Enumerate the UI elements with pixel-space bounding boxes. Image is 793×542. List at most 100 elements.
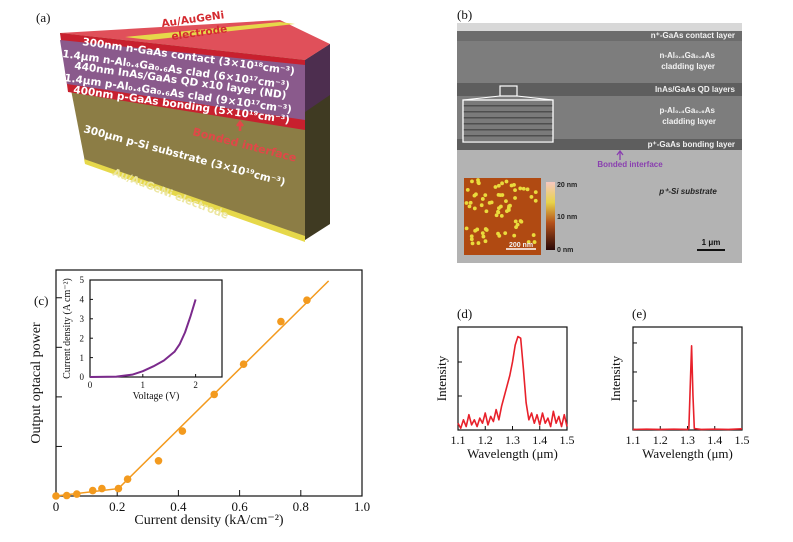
afm-dot	[504, 179, 509, 184]
y-axis-label: Output optacal power	[29, 322, 44, 444]
y-tick-label: 5	[80, 275, 85, 285]
tem-scale-bar-label: 1 μm	[702, 238, 721, 247]
data-point	[154, 457, 163, 465]
afm-dot	[499, 213, 504, 218]
plot-frame	[457, 326, 568, 431]
tem-label-n-clad-2: cladding layer	[661, 62, 715, 71]
tem-label-qd: InAs/GaAs QD layers	[655, 85, 736, 94]
tem-bonded-interface-label: Bonded interface	[597, 160, 663, 169]
afm-dot	[531, 233, 536, 237]
afm-dot	[526, 240, 531, 244]
afm-colorbar	[546, 182, 555, 250]
x-tick-label: 1.3	[505, 433, 520, 447]
afm-dot	[472, 206, 477, 211]
afm-dot	[513, 196, 517, 200]
afm-dot	[515, 222, 520, 227]
series-line	[632, 345, 743, 431]
plot-frame	[632, 326, 743, 431]
tem-qd-band	[457, 83, 742, 96]
afm-dot	[521, 186, 526, 191]
afm-dot	[529, 195, 534, 199]
tem-zoom-inset	[462, 99, 554, 143]
tem-label-p-clad-2: cladding layer	[662, 117, 716, 126]
afm-colorbar-label-max: 20 nm	[557, 182, 577, 189]
device-schematic: 300nm n-GaAs contact (3×10¹⁸cm⁻³) 1.4μm …	[60, 9, 330, 242]
afm-dot	[498, 193, 503, 198]
afm-colorbar-label-min: 0 nm	[557, 247, 573, 254]
afm-dot	[473, 228, 478, 233]
data-point	[52, 492, 60, 500]
afm-dot	[483, 193, 488, 198]
tem-label-bonding: p⁺-GaAs bonding layer	[648, 140, 735, 149]
tem-image: n⁺-GaAs contact layer n-Al₀.₄Ga₀.₆As cla…	[457, 23, 742, 263]
y-tick-label: 1	[80, 353, 85, 363]
tem-n-clad-band	[457, 41, 742, 83]
x-tick-label: 1.2	[478, 433, 493, 447]
x-tick-label: 0.4	[170, 499, 187, 514]
afm-colorbar-label-mid: 10 nm	[557, 214, 577, 221]
series-line	[457, 335, 568, 430]
afm-dot	[480, 231, 485, 236]
bonded-interface-arrow-icon	[616, 149, 624, 160]
data-point	[303, 296, 311, 305]
afm-dot	[506, 208, 511, 212]
panel-label-c: (c)	[34, 293, 48, 308]
afm-dot	[532, 240, 537, 244]
y-axis-label: Current density (A cm⁻²)	[62, 278, 73, 379]
afm-dot	[533, 198, 538, 203]
y-tick-label: 4	[80, 295, 85, 305]
afm-dot	[513, 188, 517, 193]
tem-top-strip	[457, 23, 742, 31]
x-tick-label: 1.1	[626, 433, 641, 447]
afm-dot	[525, 187, 530, 192]
afm-dot	[467, 204, 472, 209]
tem-substrate-label: p⁺-Si substrate	[658, 187, 717, 196]
block-top-face	[60, 20, 330, 60]
x-axis-label: Voltage (V)	[133, 391, 180, 402]
afm-dot	[518, 219, 523, 223]
data-point	[239, 360, 248, 368]
data-point	[88, 486, 97, 495]
afm-dot	[493, 185, 498, 189]
y-tick-label: 3	[80, 314, 85, 324]
chart-c-inset: 0 1 2 0 1 2 3 4 5 Voltage (V) Current density (A c…	[62, 275, 223, 402]
x-tick-label: 1.1	[451, 433, 466, 447]
afm-dot	[483, 239, 488, 244]
y-tick-label: 0	[80, 372, 85, 382]
afm-dot	[480, 197, 485, 201]
data-point	[123, 475, 132, 483]
x-tick-label: 1.3	[680, 433, 695, 447]
tem-label-contact: n⁺-GaAs contact layer	[651, 31, 735, 40]
afm-dot	[470, 241, 475, 246]
afm-dot	[518, 186, 523, 191]
tem-zoom-region	[499, 85, 518, 97]
x-tick-label: 1	[141, 380, 146, 390]
afm-dot	[464, 201, 469, 205]
afm-dot	[498, 204, 503, 209]
y-axis-label: Intensity	[434, 355, 449, 401]
top-electrode-stripe	[125, 22, 295, 40]
y-axis-label: Intensity	[608, 355, 623, 401]
x-tick-label: 0	[88, 380, 93, 390]
data-point	[62, 491, 71, 500]
tem-label-p-clad-1: p-Al₀.₄Ga₀.₆As	[659, 106, 715, 115]
afm-dot	[496, 209, 500, 214]
afm-dot	[512, 233, 517, 238]
x-axis-label: Wavelength (μm)	[467, 446, 558, 461]
tem-zoom-lines	[462, 95, 554, 101]
x-tick-label: 1.4	[532, 433, 547, 447]
block-side-layers	[305, 44, 330, 112]
x-tick-label: 0.6	[231, 499, 248, 514]
afm-dot	[484, 209, 489, 214]
data-point	[178, 427, 187, 435]
afm-dot	[470, 179, 474, 184]
data-point	[210, 390, 219, 399]
afm-dot	[468, 200, 473, 205]
afm-dot	[496, 183, 501, 188]
panel-label-e: (e)	[632, 306, 646, 321]
x-tick-label: 2	[193, 380, 198, 390]
panel-label-d: (d)	[457, 306, 472, 321]
afm-dot	[509, 183, 514, 188]
